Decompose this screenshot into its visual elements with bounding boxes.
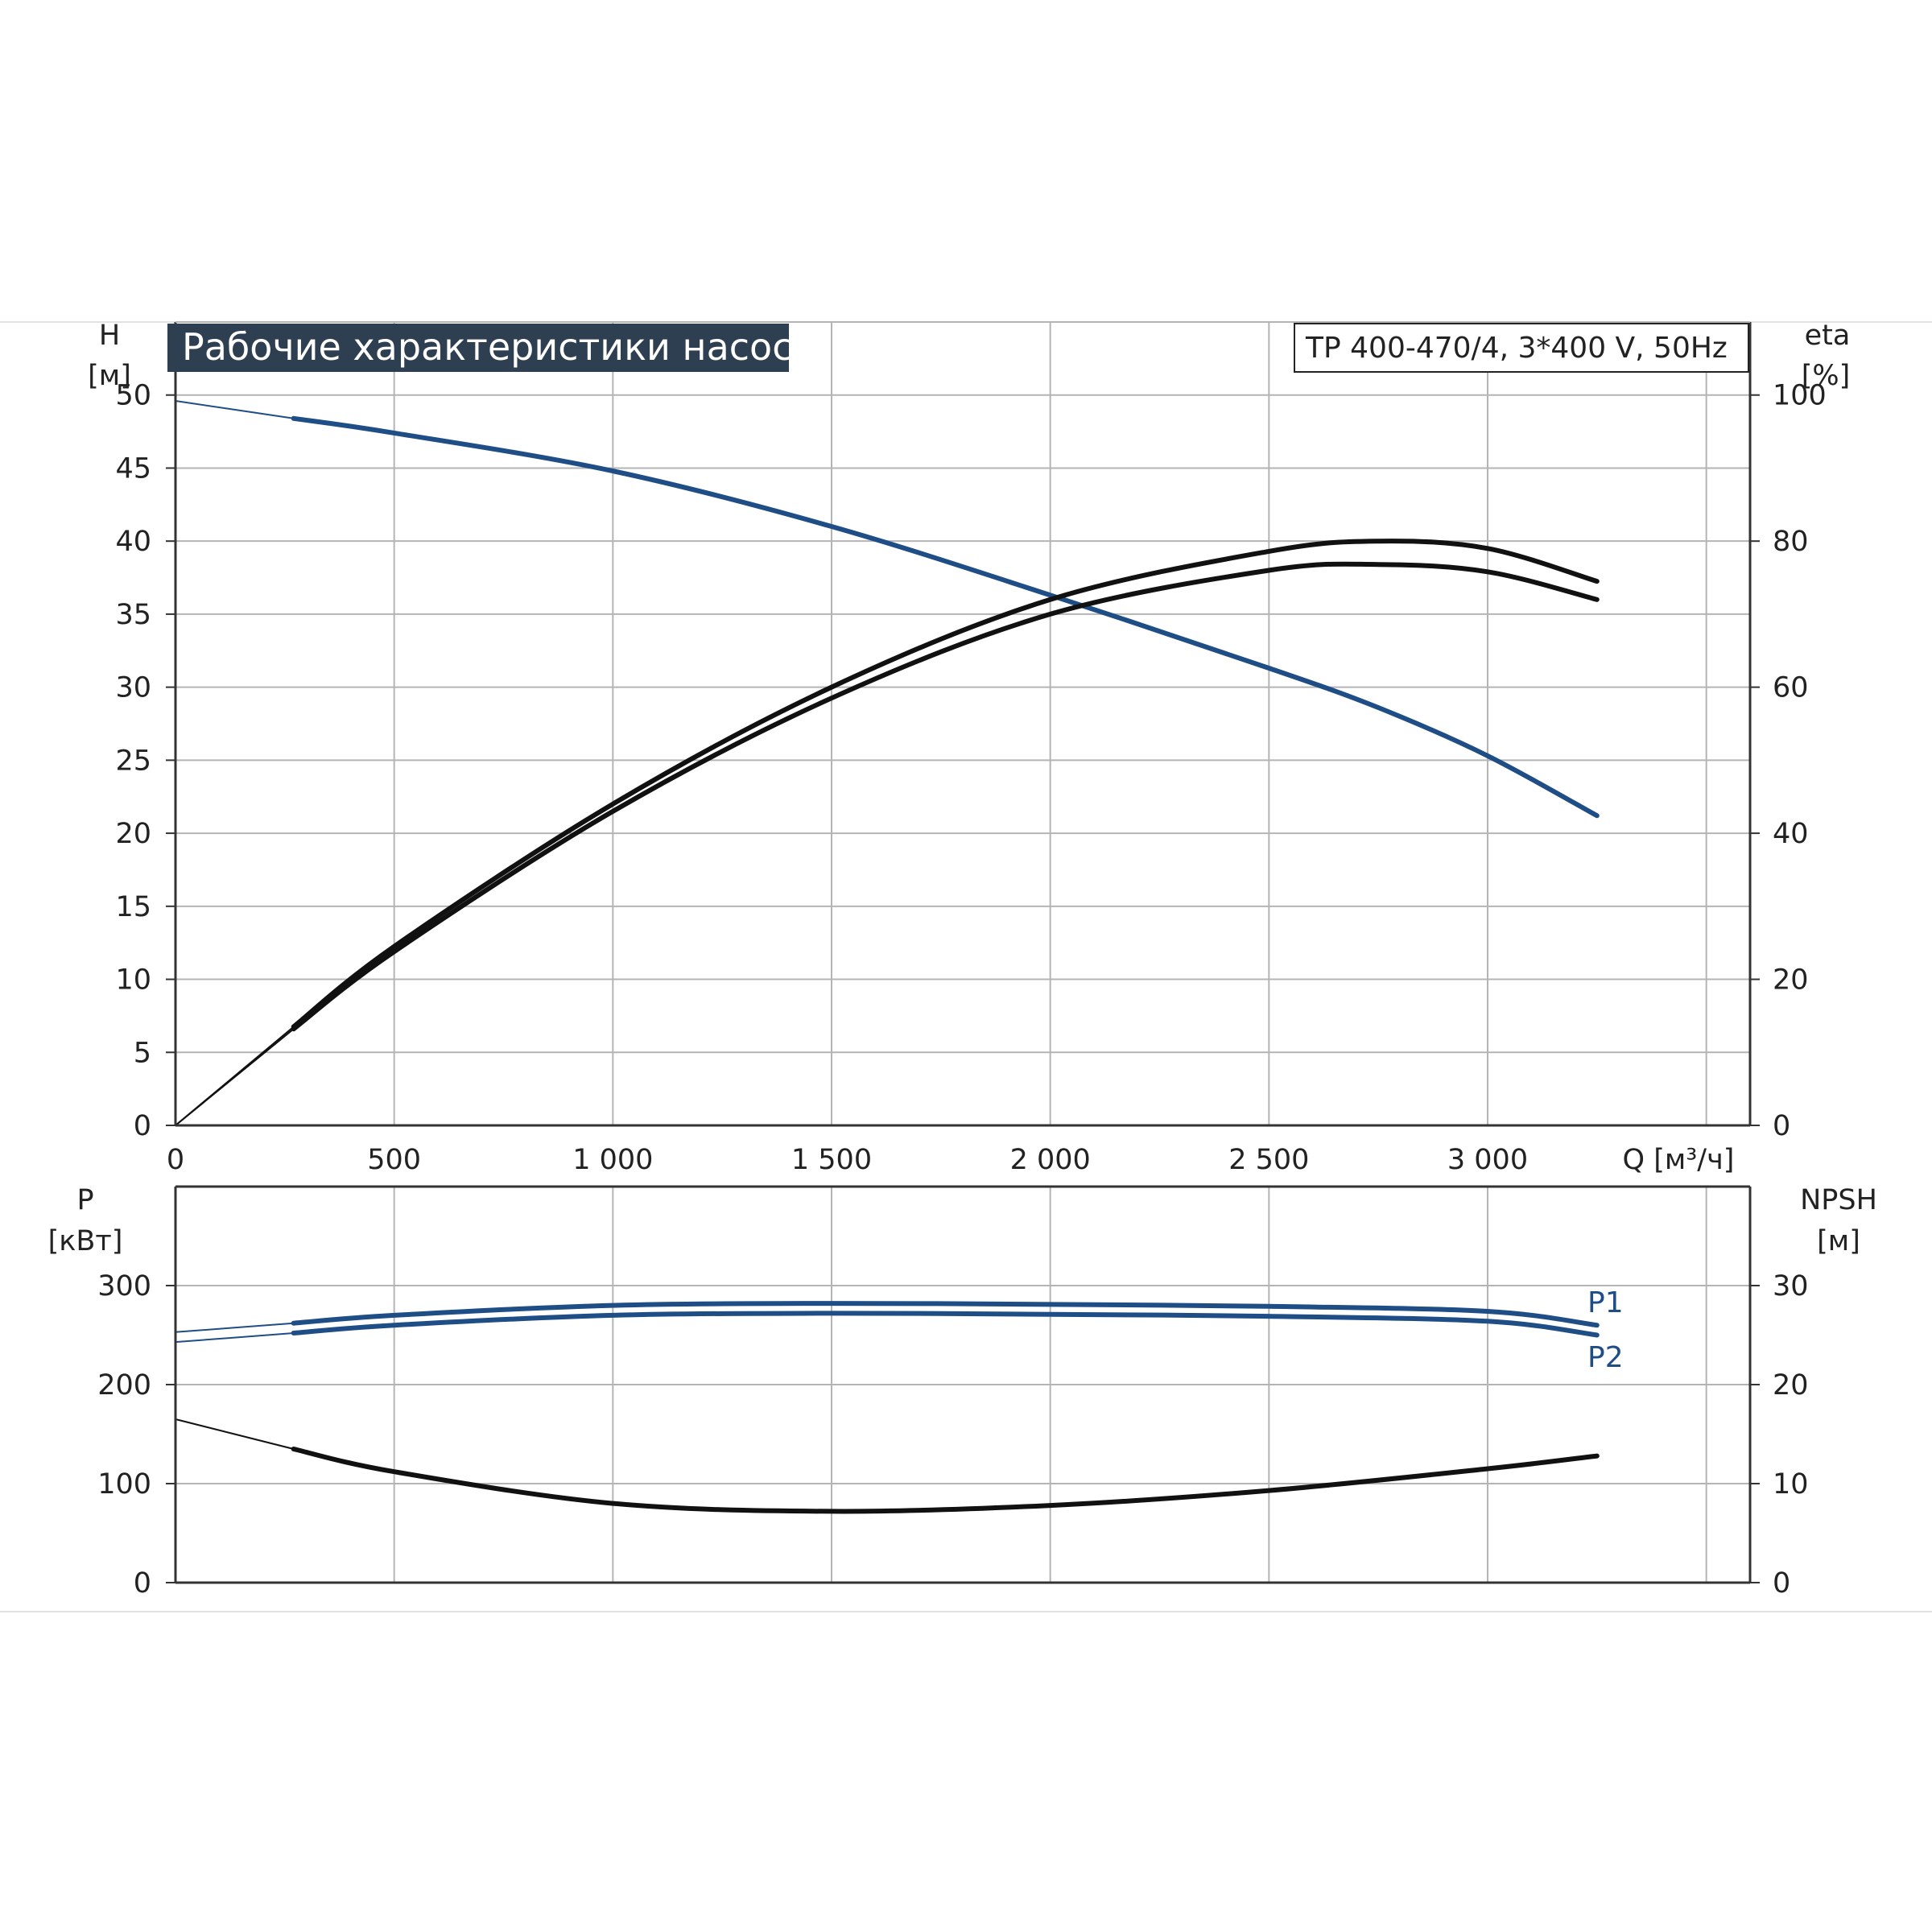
lower-grid	[175, 1186, 1750, 1583]
right-axis-tick-label: 30	[1773, 1270, 1809, 1302]
series-0-2-extension	[175, 1028, 295, 1126]
lower-plot-panel: 0 100 200 300 0 10 20 30	[97, 1185, 1809, 1600]
left-axis-tick-label: 25	[115, 745, 151, 777]
right-axis-tick-label: 40	[1773, 818, 1809, 850]
x-axis-tick-label: 0	[167, 1144, 184, 1176]
series-1-1-extension	[175, 1332, 294, 1344]
x-axis-tick-label: 1 000	[572, 1144, 653, 1176]
x-axis-tick-label: 2 000	[1010, 1144, 1091, 1176]
upper-series	[175, 400, 1600, 1126]
series-label-p2: P2	[1587, 1341, 1624, 1374]
model-box	[1294, 323, 1749, 373]
series-1-2-line	[291, 1447, 1600, 1514]
right-axis-tick-label: 80	[1773, 526, 1809, 558]
series-0-0-extension	[175, 400, 294, 419]
left-axis-tick-label: 300	[97, 1270, 151, 1302]
left-axis-tick-label: 200	[97, 1369, 151, 1402]
left-axis-tick-label: 45	[115, 452, 151, 485]
series-1-1-line	[291, 1311, 1600, 1338]
series-0-2-line	[291, 561, 1600, 1032]
series-0-1-line	[291, 539, 1600, 1030]
series-label-p1: P1	[1587, 1286, 1624, 1319]
left-axis-tick-label: 100	[97, 1468, 151, 1501]
left-axis-tick-label: 15	[115, 891, 151, 923]
left-axis-tick-label: 0	[134, 1567, 151, 1600]
right-axis-tick-label: 60	[1773, 672, 1809, 704]
left-axis-tick-label: 50	[115, 380, 151, 412]
lower-series	[175, 1301, 1600, 1514]
left-axis-tick-label: 0	[134, 1110, 151, 1142]
right-axis-tick-label: 100	[1773, 380, 1827, 412]
series-1-0-line	[291, 1301, 1600, 1328]
left-axis-tick-label: 30	[115, 672, 151, 704]
x-axis-label: Q [м³/ч]	[1623, 1144, 1735, 1176]
upper-left-axis-title: H	[99, 320, 120, 352]
lower-left-axis-title: P	[76, 1184, 93, 1216]
x-axis-tick-label: 1 500	[791, 1144, 872, 1176]
lower-left-axis-unit: [кВт]	[48, 1225, 123, 1257]
left-axis-tick-label: 5	[134, 1037, 151, 1069]
lower-tick-labels: 0 100 200 300 0 10 20 30	[97, 1270, 1808, 1600]
upper-right-axis-title: eta	[1805, 320, 1851, 352]
model-label: TP 400-470/4, 3*400 V, 50Hz	[1305, 332, 1728, 365]
left-axis-tick-label: 20	[115, 818, 151, 850]
series-1-2-extension	[175, 1418, 294, 1450]
right-axis-tick-label: 10	[1773, 1468, 1809, 1501]
upper-frame	[174, 321, 1752, 1127]
lower-frame	[174, 1185, 1752, 1584]
left-axis-tick-label: 10	[115, 964, 151, 997]
lower-right-axis-unit: [м]	[1817, 1225, 1860, 1257]
upper-right-axis-unit: [%]	[1802, 360, 1851, 392]
upper-grid	[175, 321, 1750, 1125]
title-background	[167, 324, 789, 372]
right-axis-tick-label: 0	[1773, 1567, 1790, 1600]
left-axis-tick-label: 40	[115, 526, 151, 558]
x-axis-tick-label: 2 500	[1228, 1144, 1309, 1176]
series-1-0-extension	[175, 1322, 294, 1333]
left-axis-tick-label: 35	[115, 599, 151, 631]
right-axis-tick-label: 20	[1773, 964, 1809, 997]
right-axis-tick-label: 20	[1773, 1369, 1809, 1402]
x-axis-tick-label: 500	[367, 1144, 421, 1176]
lower-right-axis-title: NPSH	[1800, 1184, 1877, 1216]
right-axis-tick-label: 0	[1773, 1110, 1790, 1142]
chart-title: Рабочие характеристики насоса	[182, 325, 815, 369]
upper-left-axis-unit: [м]	[88, 360, 131, 392]
series-0-0-line	[291, 415, 1600, 819]
x-axis-tick-label: 3 000	[1447, 1144, 1528, 1176]
